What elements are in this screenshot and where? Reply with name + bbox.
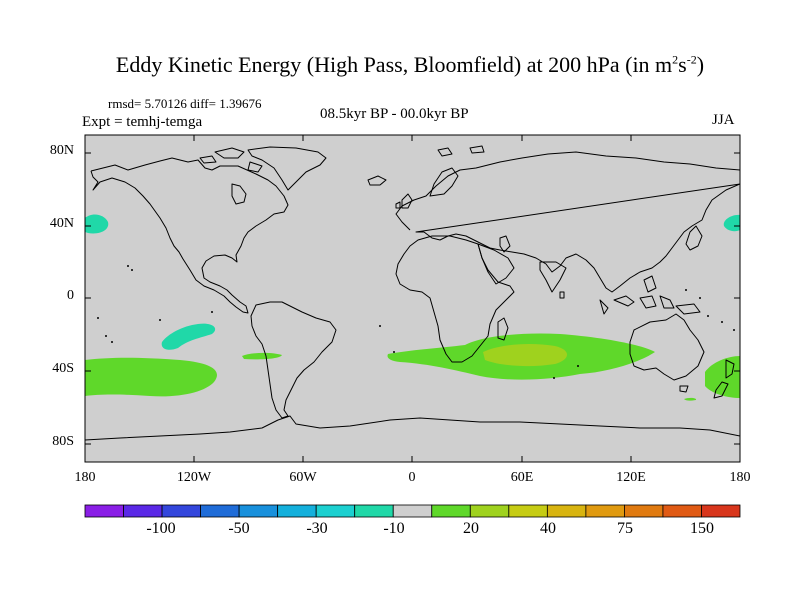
colorbar-cell xyxy=(546,504,587,518)
colorbar-cell xyxy=(701,504,741,518)
colorbar-label: -10 xyxy=(383,520,405,537)
coast-scandinavia xyxy=(429,167,459,197)
ytick-40s: 40S xyxy=(52,361,74,376)
anomaly-spac-small xyxy=(242,352,282,360)
colorbar-label: -100 xyxy=(146,520,176,537)
anomaly-sind-core xyxy=(483,344,568,367)
colorbar-cell xyxy=(200,504,240,518)
season-label: JJA xyxy=(712,112,735,128)
xtick-60w: 60W xyxy=(289,470,317,485)
xtick-180e: 180 xyxy=(729,470,751,485)
stats-text: rmsd= 5.70126 diff= 1.39676 xyxy=(108,96,262,111)
colorbar-cell xyxy=(585,504,625,518)
colorbar-cell xyxy=(277,504,317,518)
anomaly-npac-west xyxy=(85,214,109,234)
anomaly-nz-green xyxy=(705,356,740,398)
plot-title: Eddy Kinetic Energy (High Pass, Bloomfie… xyxy=(115,52,705,77)
coast-arabia xyxy=(477,243,515,285)
colorbar-cell xyxy=(508,504,548,518)
coast-british-isles xyxy=(395,193,413,209)
anomaly-npac-east xyxy=(723,214,740,232)
xtick-180w: 180 xyxy=(74,470,96,485)
coast-iceland xyxy=(367,175,387,186)
xtick-120w: 120W xyxy=(176,470,212,485)
anomaly-spac-cyan xyxy=(161,323,216,350)
colorbar-label: 20 xyxy=(463,520,479,537)
coast-new-zealand xyxy=(713,359,735,399)
colorbar-cell xyxy=(662,504,702,518)
colorbar-label: 150 xyxy=(690,520,714,537)
coast-north-america xyxy=(90,157,289,314)
xtick-0: 0 xyxy=(408,470,416,485)
coast-greenland xyxy=(247,146,327,191)
period-label: 08.5kyr BP - 00.0kyr BP xyxy=(320,106,469,122)
coast-japan xyxy=(685,225,703,251)
coast-australia xyxy=(629,313,705,381)
colorbar-cell xyxy=(431,504,471,518)
axis-ticks xyxy=(85,135,740,462)
colorbar-label: -50 xyxy=(228,520,250,537)
coast-tasmania xyxy=(679,385,689,393)
xtick-60e: 60E xyxy=(510,470,534,485)
coast-svalbard xyxy=(437,145,485,157)
ytick-0: 0 xyxy=(67,288,74,303)
coast-maritime xyxy=(599,275,701,315)
coastlines xyxy=(85,145,740,441)
colorbar-label: 75 xyxy=(617,520,633,537)
experiment-label: Expt = temhj-temga xyxy=(82,114,203,130)
coast-madagascar xyxy=(497,317,509,341)
coast-caspian xyxy=(499,235,511,253)
colorbar-label: -30 xyxy=(306,520,328,537)
coast-canadian-islands xyxy=(199,147,263,173)
xtick-120e: 120E xyxy=(616,470,646,485)
map-background xyxy=(85,135,740,462)
ytick-40n: 40N xyxy=(49,216,74,231)
ytick-80n: 80N xyxy=(49,143,74,158)
anomaly-nz-small xyxy=(684,397,697,401)
coast-eurasia xyxy=(395,151,740,293)
coast-antarctica xyxy=(85,415,740,441)
colorbar-cell xyxy=(624,504,664,518)
colorbar-cell xyxy=(469,504,510,518)
colorbar-cell xyxy=(238,504,279,518)
colorbar-cell xyxy=(84,504,124,518)
coast-south-america xyxy=(250,301,337,419)
colorbar-cell xyxy=(123,504,163,518)
colorbar-cell xyxy=(392,504,433,518)
anomaly-layer xyxy=(85,214,740,401)
anomaly-spac-green xyxy=(85,357,217,397)
coast-sri-lanka xyxy=(559,291,565,299)
coast-india xyxy=(539,261,567,293)
colorbar-label: 40 xyxy=(540,520,556,537)
colorbar xyxy=(84,504,741,518)
colorbar-cell xyxy=(161,504,201,518)
colorbar-cell xyxy=(354,504,394,518)
coast-hudson-bay xyxy=(231,183,247,205)
islands xyxy=(97,265,735,379)
colorbar-cell xyxy=(315,504,356,518)
ytick-80s: 80S xyxy=(52,434,74,449)
